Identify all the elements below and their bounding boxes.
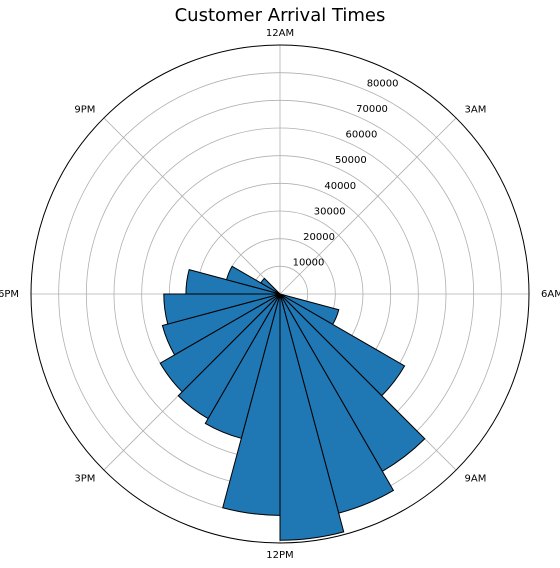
bar-hour-15 xyxy=(159,293,281,393)
bar-hour-17 xyxy=(163,293,281,325)
radial-label-70000: 70000 xyxy=(356,104,388,115)
polar-frame xyxy=(30,44,530,544)
radial-label-60000: 60000 xyxy=(346,130,378,141)
angle-label-3pm: 3PM xyxy=(74,474,95,485)
grid-spoke-2 xyxy=(279,117,457,295)
tick-labels: 12AM 3AM 6AM 9AM 12PM 3PM 6PM 9PM 10000 20000 3000… xyxy=(0,28,560,561)
bar-hour-13 xyxy=(204,293,281,439)
angle-label-12am: 12AM xyxy=(266,28,294,39)
bar-hour-19 xyxy=(225,265,281,295)
angle-label-6am: 6AM xyxy=(541,289,560,300)
radial-label-50000: 50000 xyxy=(335,155,367,166)
angle-label-6pm: 6PM xyxy=(0,289,19,300)
bar-hour-14 xyxy=(177,293,281,420)
radial-label-10000: 10000 xyxy=(293,257,325,268)
bar-hour-16 xyxy=(161,293,281,356)
radial-label-40000: 40000 xyxy=(324,181,356,192)
radial-label-30000: 30000 xyxy=(314,206,346,217)
angle-label-9am: 9AM xyxy=(465,474,487,485)
bar-hour-20 xyxy=(260,277,281,295)
bars xyxy=(159,265,426,541)
bar-hour-11 xyxy=(279,293,345,541)
grid-spoke-8 xyxy=(103,117,281,295)
radial-label-80000: 80000 xyxy=(367,79,399,90)
chart-title: Customer Arrival Times xyxy=(175,5,386,26)
radial-label-20000: 20000 xyxy=(303,232,335,243)
angle-label-3am: 3AM xyxy=(465,104,487,115)
angle-label-9pm: 9PM xyxy=(74,104,95,115)
angle-label-12pm: 12PM xyxy=(266,550,293,561)
